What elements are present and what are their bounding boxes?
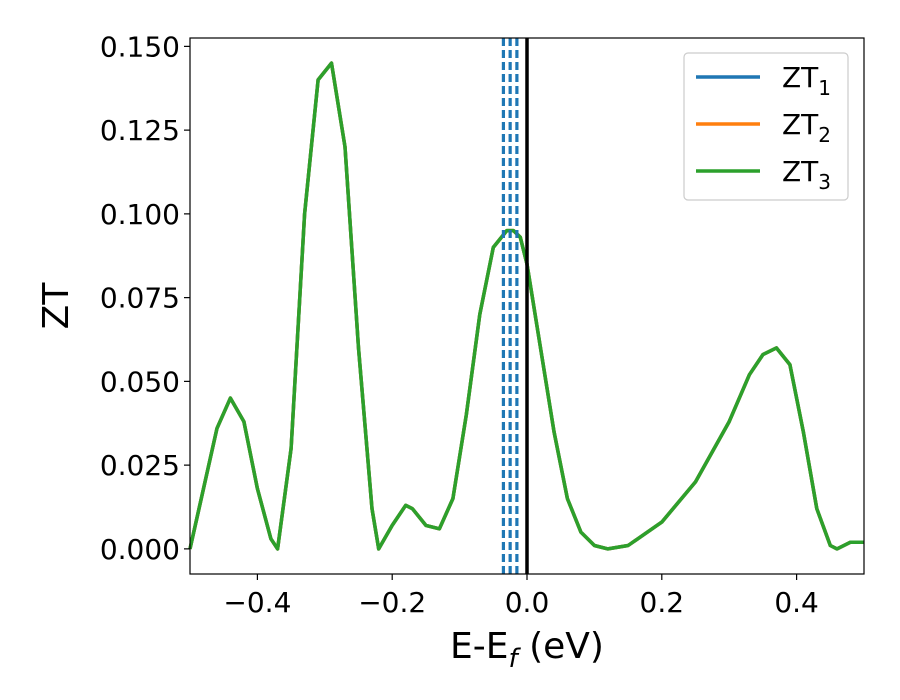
x-tick-label: −0.4 [223, 586, 291, 619]
series-layer [188, 61, 864, 551]
x-axis-ticks: −0.4 −0.2 0.0 0.2 0.4 [223, 574, 819, 619]
y-tick-label: 0.000 [100, 533, 180, 566]
legend-label-3: ZT3 [782, 155, 831, 194]
x-tick-label: 0.2 [640, 586, 685, 619]
y-tick-label: 0.050 [100, 365, 180, 398]
y-tick-label: 0.150 [100, 30, 180, 63]
series-line-3 [188, 61, 864, 551]
y-axis-label: ZT [36, 282, 77, 330]
x-tick-label: −0.2 [358, 586, 426, 619]
legend-label-1: ZT1 [782, 61, 831, 100]
y-tick-label: 0.100 [100, 198, 180, 231]
y-tick-label: 0.075 [100, 282, 180, 315]
x-tick-label: 0.0 [505, 586, 550, 619]
y-axis-ticks: 0.000 0.025 0.050 0.075 0.100 0.125 0.150 [100, 30, 190, 566]
legend-label-2: ZT2 [782, 108, 831, 147]
x-tick-label: 0.4 [774, 586, 819, 619]
y-tick-label: 0.125 [100, 114, 180, 147]
x-axis-label: E-Ef (eV) [450, 626, 604, 674]
legend: ZT1 ZT2 ZT3 [683, 52, 849, 201]
legend-box [683, 52, 849, 201]
y-tick-label: 0.025 [100, 449, 180, 482]
vertical-line-layer [501, 38, 529, 574]
